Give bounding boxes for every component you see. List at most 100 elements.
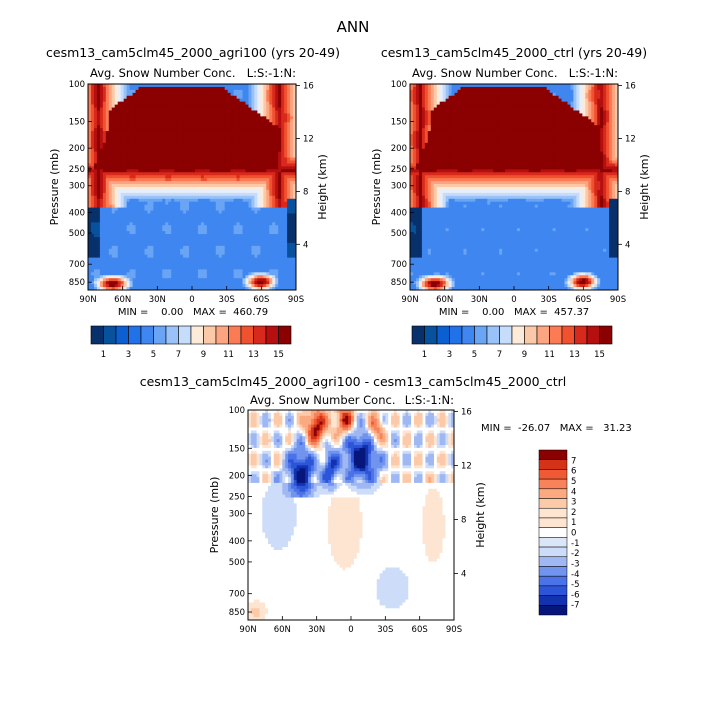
x-tick-label: 60S xyxy=(253,295,269,305)
colorbar-label: -7 xyxy=(571,601,579,611)
y-tick-label: 200 xyxy=(391,144,407,154)
height-axis-label: Height (km) xyxy=(638,154,651,220)
colorbar-swatch xyxy=(115,325,129,345)
colorbar-swatch xyxy=(538,478,568,490)
colorbar-swatch xyxy=(538,585,568,596)
min-max-readout: MIN = 0.00 MAX = 460.79 xyxy=(118,307,268,318)
x-tick-label: 60N xyxy=(274,625,291,635)
colorbar-swatch xyxy=(165,325,179,345)
colorbar-label: -3 xyxy=(571,559,579,569)
height-tick-label: 4 xyxy=(625,240,630,250)
contour-field xyxy=(88,84,296,290)
colorbar-swatch xyxy=(461,325,475,345)
panel-ctrl: cesm13_cam5clm45_2000_ctrl (yrs 20-49) A… xyxy=(370,45,651,360)
colorbar-label: 11 xyxy=(544,350,555,360)
x-tick-label: 0 xyxy=(348,625,353,635)
y-tick-label: 400 xyxy=(391,208,407,218)
colorbar-swatch xyxy=(538,507,568,519)
colorbar-swatch xyxy=(278,325,292,345)
colorbar-label: -6 xyxy=(571,590,579,600)
height-tick-label: 8 xyxy=(625,187,630,197)
colorbar-swatch xyxy=(436,325,450,345)
colorbar-label: 3 xyxy=(571,498,576,508)
colorbar-swatch xyxy=(538,527,568,538)
y-tick-label: 300 xyxy=(69,182,85,192)
colorbar-swatch xyxy=(538,469,568,480)
contour-field xyxy=(410,84,618,290)
panel-title: cesm13_cam5clm45_2000_agri100 (yrs 20-49… xyxy=(46,45,340,60)
colorbar-swatch xyxy=(524,325,538,345)
y-tick-label: 700 xyxy=(391,260,407,270)
colorbar-swatch xyxy=(561,325,575,345)
x-tick-label: 60N xyxy=(436,295,453,305)
colorbar-swatch xyxy=(140,325,154,345)
y-tick-label: 300 xyxy=(391,182,407,192)
y-tick-label: 400 xyxy=(69,208,85,218)
colorbar-label: -1 xyxy=(571,539,579,549)
y-tick-label: 100 xyxy=(229,406,245,416)
y-axis-label: Pressure (mb) xyxy=(208,477,221,554)
height-tick-label: 16 xyxy=(303,82,314,92)
colorbar-swatch xyxy=(511,325,525,345)
x-tick-label: 0 xyxy=(511,295,516,305)
colorbar-label: 11 xyxy=(223,350,234,360)
panel-title: cesm13_cam5clm45_2000_ctrl (yrs 20-49) xyxy=(381,45,647,60)
y-tick-label: 400 xyxy=(229,537,245,547)
colorbar-label: 13 xyxy=(248,350,259,360)
x-tick-label: 90S xyxy=(610,295,626,305)
colorbar-swatch xyxy=(424,325,438,345)
height-tick-label: 4 xyxy=(303,240,308,250)
colorbar-swatch xyxy=(538,566,568,577)
panel-title: cesm13_cam5clm45_2000_agri100 - cesm13_c… xyxy=(140,374,567,389)
colorbar-swatch xyxy=(538,488,568,499)
panel-units: L:S:-1:N: xyxy=(569,66,618,80)
colorbar-swatch xyxy=(474,325,488,345)
colorbar: 1 3 5 7 9 11 13 15 xyxy=(90,325,292,360)
colorbar-swatch xyxy=(90,325,104,345)
y-tick-label: 250 xyxy=(391,165,407,175)
y-tick-label: 500 xyxy=(229,558,245,568)
axes: 100 150 200 250 300 400 500 700 850 16 12 8 4 90N 60N 3… xyxy=(370,80,651,305)
panel-subtitle: Avg. Snow Number Conc. xyxy=(250,393,395,407)
panel-units: L:S:-1:N: xyxy=(247,66,296,80)
colorbar-swatch xyxy=(215,325,229,345)
colorbar-swatch xyxy=(178,325,192,345)
x-tick-label: 90S xyxy=(288,295,304,305)
colorbar-swatch xyxy=(265,325,279,345)
panel-subtitle: Avg. Snow Number Conc. xyxy=(412,66,557,80)
x-tick-label: 30S xyxy=(541,295,557,305)
y-tick-label: 150 xyxy=(391,118,407,128)
colorbar-swatch xyxy=(538,605,568,616)
colorbar-label: 3 xyxy=(447,350,452,360)
colorbar-swatch xyxy=(240,325,254,345)
height-tick-label: 12 xyxy=(303,134,314,144)
y-tick-label: 850 xyxy=(69,278,85,288)
colorbar-label: 13 xyxy=(569,350,580,360)
height-tick-label: 12 xyxy=(461,462,472,472)
colorbar: 1 3 5 7 9 11 13 15 xyxy=(411,325,613,360)
colorbar-swatch xyxy=(538,595,568,606)
panel-difference: cesm13_cam5clm45_2000_agri100 - cesm13_c… xyxy=(140,374,632,635)
colorbar-label: 6 xyxy=(571,467,576,477)
y-tick-label: 700 xyxy=(229,590,245,600)
min-max-readout: MIN = -26.07 MAX = 31.23 xyxy=(481,423,632,434)
colorbar-label: 1 xyxy=(571,518,576,528)
colorbar-swatch xyxy=(411,325,425,345)
colorbar-label: 7 xyxy=(176,350,181,360)
x-tick-label: 90N xyxy=(401,295,418,305)
y-tick-label: 700 xyxy=(69,260,85,270)
colorbar-swatch xyxy=(538,546,568,558)
colorbar-swatch xyxy=(190,325,204,345)
colorbar-label: 2 xyxy=(571,508,576,518)
colorbar-label: -4 xyxy=(571,570,579,580)
colorbar-label: 1 xyxy=(422,350,427,360)
height-tick-label: 8 xyxy=(303,187,308,197)
colorbar-swatch xyxy=(499,325,513,345)
colorbar-swatch xyxy=(538,449,568,460)
y-axis-label: Pressure (mb) xyxy=(48,149,61,226)
colorbar-swatch xyxy=(538,459,568,470)
y-tick-label: 100 xyxy=(391,80,407,90)
x-tick-label: 90S xyxy=(446,625,462,635)
axes: 100 150 200 250 300 400 500 700 850 16 12 8 4 90N 60N 3… xyxy=(48,80,329,305)
